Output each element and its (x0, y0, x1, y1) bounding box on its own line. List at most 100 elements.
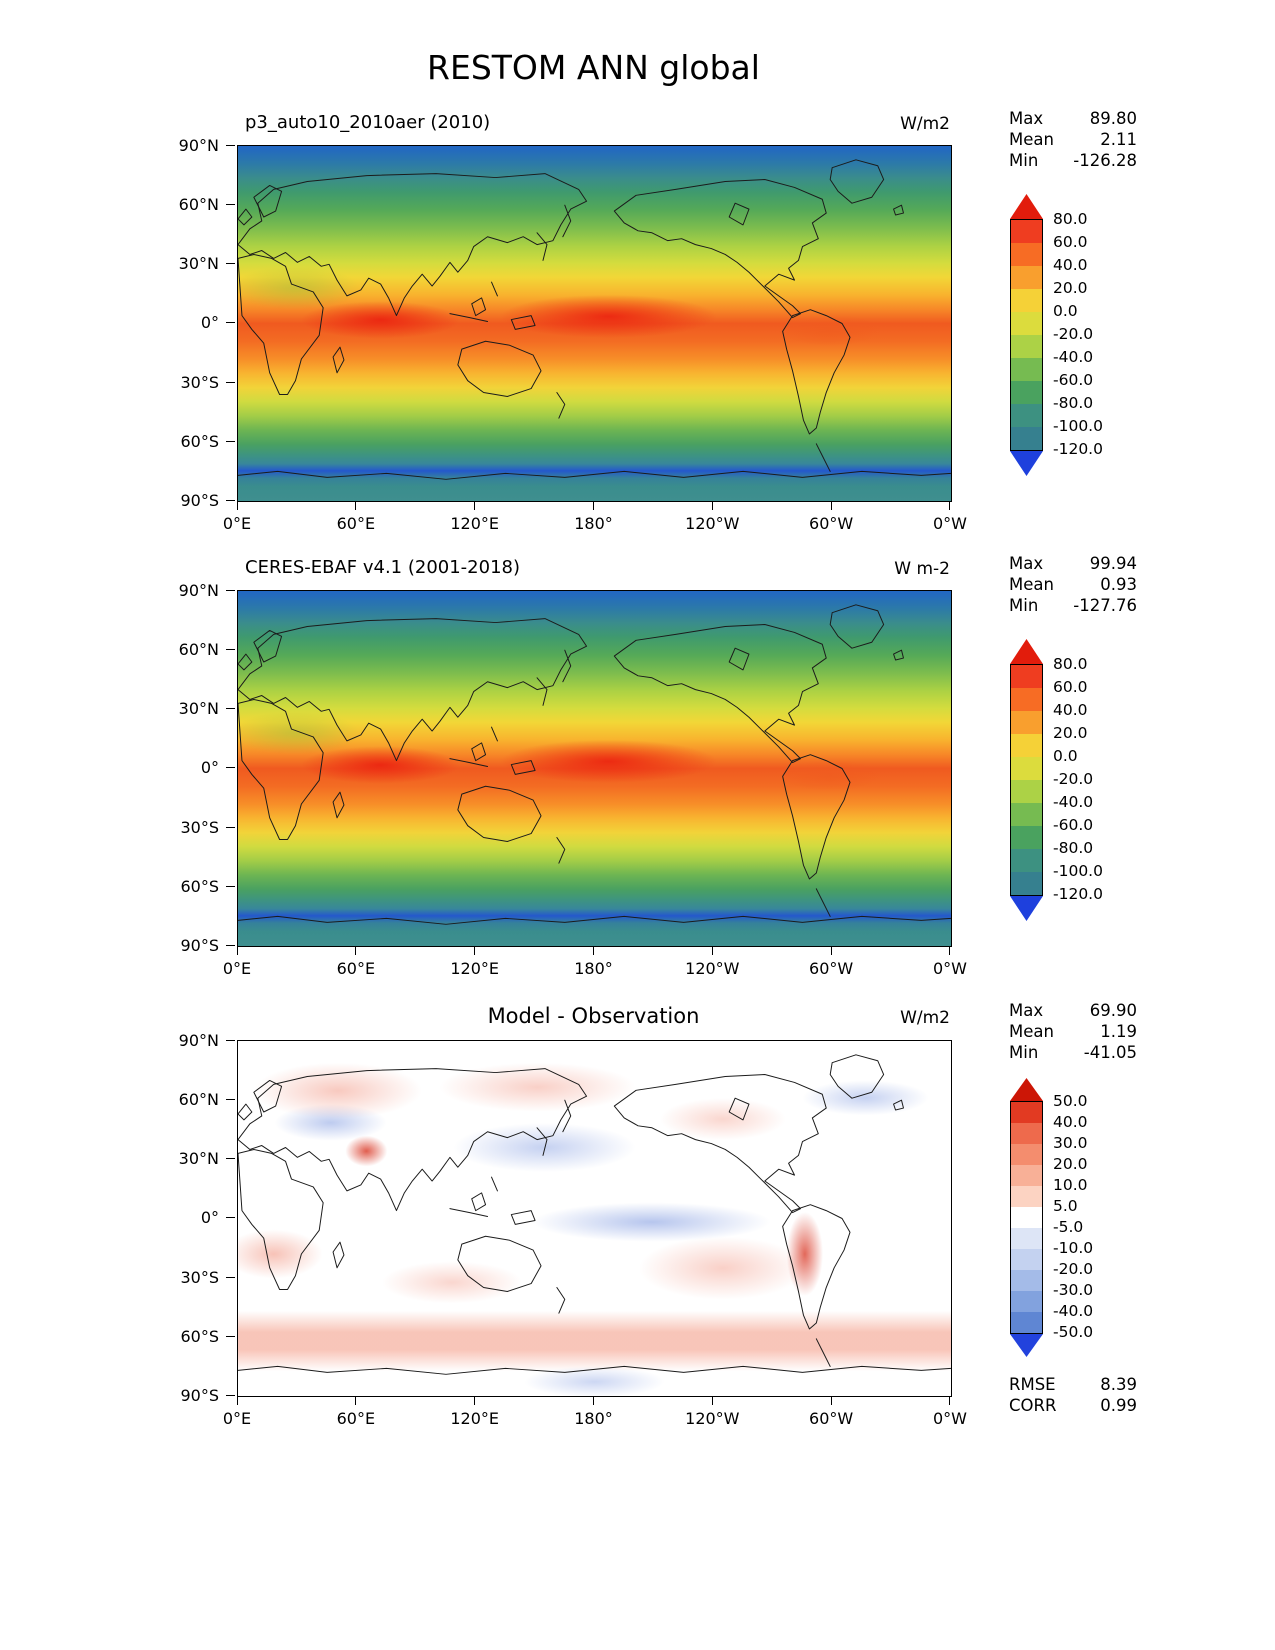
colorbar-arrow-up (1010, 194, 1043, 219)
colorbar-segment (1011, 220, 1042, 243)
stat-max-label: Max (1009, 1001, 1044, 1020)
metric-rmse-label: RMSE (1009, 1375, 1056, 1394)
panel2-stats: Max 99.94 Mean 0.93 Min -127.76 (1009, 553, 1137, 616)
panel3-title: Model - Observation (487, 1004, 700, 1028)
panel3-metrics: RMSE 8.39 CORR 0.99 (1009, 1374, 1137, 1416)
panel1-x-axis: 0°E 60°E 120°E 180° 120°W 60°W 0°W (222, 501, 967, 533)
panel3-colorbar (1010, 1078, 1043, 1357)
stat-mean-label: Mean (1009, 575, 1054, 594)
panel2-colorbar (1010, 639, 1043, 921)
colorbar-segment (1011, 1144, 1042, 1165)
panel2-y-axis: 90°N 60°N 30°N 0° 30°S 60°S 90°S (178, 580, 235, 956)
stat-mean: Mean 1.19 (1009, 1021, 1137, 1042)
colorbar-segment (1011, 289, 1042, 312)
colorbar-segment (1011, 711, 1042, 734)
stat-mean: Mean 2.11 (1009, 129, 1137, 150)
stat-min-label: Min (1009, 1043, 1039, 1062)
colorbar-segment (1011, 1228, 1042, 1249)
panel3-x-axis: 0°E 60°E 120°E 180° 120°W 60°W 0°W (222, 1396, 967, 1428)
panel3-units-label: W/m2 (900, 1008, 950, 1028)
stat-max-value: 99.94 (1089, 554, 1137, 573)
colorbar-segment (1011, 849, 1042, 872)
colorbar-segment (1011, 1249, 1042, 1270)
colorbar-arrow-down (1010, 1334, 1043, 1357)
colorbar-segment (1011, 688, 1042, 711)
colorbar-segment (1011, 335, 1042, 358)
colorbar-segment (1011, 427, 1042, 450)
panel1-subtitle: p3_auto10_2010aer (2010) (245, 112, 491, 133)
stat-min-label: Min (1009, 596, 1039, 615)
colorbar-body (1010, 219, 1043, 451)
colorbar-segment (1011, 1207, 1042, 1228)
colorbar-arrow-up (1010, 639, 1043, 664)
panel1-map (237, 145, 952, 502)
panel2-colorbar-labels: 80.0 60.0 40.0 20.0 0.0 -20.0 -40.0 -60.0 -80.0-… (1053, 655, 1103, 903)
coastlines-overlay (238, 146, 951, 501)
stat-min-value: -127.76 (1073, 596, 1137, 615)
colorbar-body (1010, 1101, 1043, 1334)
colorbar-segment (1011, 757, 1042, 780)
panel3-colorbar-labels: 50.0 40.0 30.0 20.0 10.0 5.0 -5.0 -10.0 -20.0 -30… (1053, 1092, 1094, 1341)
panel1-colorbar (1010, 194, 1043, 476)
figure-title: RESTOM ANN global (427, 48, 760, 87)
stat-mean-value: 0.93 (1100, 575, 1137, 594)
stat-min-value: -41.05 (1083, 1043, 1137, 1062)
colorbar-segment (1011, 312, 1042, 335)
panel1-stats: Max 89.80 Mean 2.11 Min -126.28 (1009, 108, 1137, 171)
colorbar-segment (1011, 1312, 1042, 1333)
stat-max-label: Max (1009, 109, 1044, 128)
panel1-y-axis: 90°N 60°N 30°N 0° 30°S 60°S 90°S (178, 135, 235, 511)
stat-mean-value: 2.11 (1100, 130, 1137, 149)
metric-corr: CORR 0.99 (1009, 1395, 1137, 1416)
panel2-map (237, 590, 952, 947)
metric-rmse: RMSE 8.39 (1009, 1374, 1137, 1395)
colorbar-segment (1011, 1123, 1042, 1144)
panel2-x-axis: 0°E 60°E 120°E 180° 120°W 60°W 0°W (222, 946, 967, 978)
stat-mean-value: 1.19 (1100, 1022, 1137, 1041)
stat-max-label: Max (1009, 554, 1044, 573)
metric-corr-value: 0.99 (1100, 1396, 1137, 1415)
colorbar-segment (1011, 1165, 1042, 1186)
panel1-colorbar-labels: 80.0 60.0 40.0 20.0 0.0 -20.0 -40.0 -60.0 -80.0-… (1053, 210, 1103, 458)
colorbar-segment (1011, 1102, 1042, 1123)
stat-max: Max 89.80 (1009, 108, 1137, 129)
panel1-units-label: W/m2 (900, 114, 950, 134)
colorbar-segment (1011, 826, 1042, 849)
stat-max: Max 99.94 (1009, 553, 1137, 574)
metric-corr-label: CORR (1009, 1396, 1057, 1415)
colorbar-segment (1011, 780, 1042, 803)
colorbar-segment (1011, 266, 1042, 289)
stat-mean-label: Mean (1009, 130, 1054, 149)
colorbar-segment (1011, 358, 1042, 381)
panel2-units-label: W m-2 (894, 559, 950, 579)
colorbar-segment (1011, 872, 1042, 895)
stat-max-value: 69.90 (1089, 1001, 1137, 1020)
metric-rmse-value: 8.39 (1100, 1375, 1137, 1394)
stat-max: Max 69.90 (1009, 1000, 1137, 1021)
colorbar-segment (1011, 1270, 1042, 1291)
panel3-stats: Max 69.90 Mean 1.19 Min -41.05 (1009, 1000, 1137, 1063)
colorbar-segment (1011, 404, 1042, 427)
stat-min-label: Min (1009, 151, 1039, 170)
colorbar-segment (1011, 1291, 1042, 1312)
colorbar-segment (1011, 734, 1042, 757)
panel3-y-axis: 90°N 60°N 30°N 0° 30°S 60°S 90°S (178, 1030, 235, 1406)
coastlines-overlay (238, 1041, 951, 1396)
coastlines-overlay (238, 591, 951, 946)
colorbar-arrow-down (1010, 896, 1043, 921)
stat-max-value: 89.80 (1089, 109, 1137, 128)
colorbar-segment (1011, 665, 1042, 688)
panel2-subtitle: CERES-EBAF v4.1 (2001-2018) (245, 557, 521, 578)
stat-mean-label: Mean (1009, 1022, 1054, 1041)
colorbar-segment (1011, 381, 1042, 404)
colorbar-segment (1011, 243, 1042, 266)
colorbar-arrow-down (1010, 451, 1043, 476)
stat-min: Min -41.05 (1009, 1042, 1137, 1063)
stat-min-value: -126.28 (1073, 151, 1137, 170)
panel3-map (237, 1040, 952, 1397)
colorbar-segment (1011, 803, 1042, 826)
colorbar-arrow-up (1010, 1078, 1043, 1101)
stat-mean: Mean 0.93 (1009, 574, 1137, 595)
stat-min: Min -127.76 (1009, 595, 1137, 616)
